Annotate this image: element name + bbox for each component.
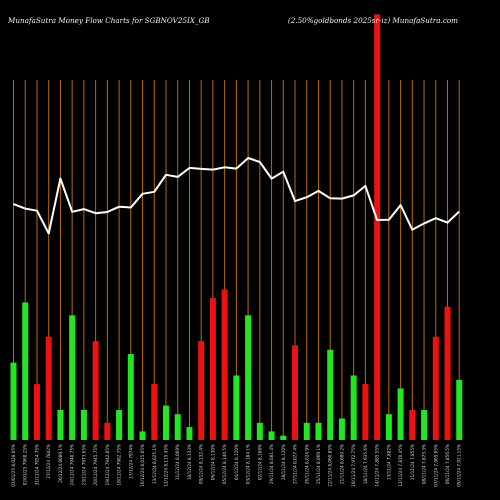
x-tick-label: 27/11/24 8,027.4% — [293, 444, 298, 484]
x-tick-label: 14/11/24 7,885.55% — [375, 444, 380, 487]
bar — [397, 388, 404, 440]
bar — [10, 362, 17, 440]
x-tick-label: 22/11/24 8,060.85% — [328, 444, 333, 487]
x-tick-label: 04/12/24 8,120% — [234, 444, 239, 480]
bar — [162, 405, 169, 440]
x-tick-label: 28/11/24 8,120% — [281, 444, 286, 480]
bar — [350, 375, 357, 440]
bar — [327, 349, 334, 440]
bar — [198, 341, 205, 440]
x-tick-label: 26/12/24 8089.1% — [58, 444, 63, 483]
x-tick-label: 21/11/24 8,009.2% — [339, 444, 344, 484]
x-tick-label: 06/11/24 7,856.5% — [445, 444, 450, 484]
x-tick-label: 03/01/25 8,028.05% — [11, 444, 16, 487]
x-tick-label: 27/12/24 7842% — [46, 444, 51, 479]
money-flow-bars — [10, 14, 463, 441]
x-tick-label: 19/12/24 7942.05% — [105, 444, 110, 485]
bar — [256, 422, 263, 440]
chart-subtitle: (2.50%goldbonds 2025sr-iz) MunafaSutra.c… — [288, 16, 458, 25]
bar — [385, 414, 392, 440]
x-tick-label: 05/11/24 7,921.15% — [457, 444, 462, 487]
bar — [209, 298, 216, 440]
x-tick-label: 24/12/24 7940.75% — [70, 444, 75, 485]
bar — [362, 384, 369, 440]
chart-title: MunafaSutra Money Flow Charts for SGBNOV… — [7, 16, 210, 25]
x-tick-label: 16/12/24 8,015.05% — [140, 444, 145, 487]
x-tick-label: 25/11/24 8,069.1% — [316, 444, 321, 484]
x-tick-label: 18/12/24 7982.75% — [117, 444, 122, 485]
bar — [315, 422, 322, 440]
x-tick-label: 09/12/24 8,132.4% — [199, 444, 204, 484]
x-tick-label: 31/12/24 7954.75% — [34, 444, 39, 485]
x-tick-label: 23/12/24 7973.65% — [81, 444, 86, 485]
bar — [268, 431, 275, 440]
bar — [233, 375, 240, 440]
x-tick-label: 12/11/24 7,870.45% — [398, 444, 403, 487]
price-line — [13, 157, 460, 235]
bar — [338, 418, 345, 440]
bar — [139, 431, 146, 440]
x-tick-labels: 03/01/25 8,028.05% 02/01/25 7960.25% 31/12… — [11, 444, 462, 487]
bar — [221, 289, 228, 440]
x-tick-label: 03/12/24 8,184.1% — [246, 444, 251, 484]
bar — [280, 435, 287, 440]
x-tick-label: 11/12/24 8,069% — [175, 444, 180, 480]
x-tick-label: 26/11/24 8,024.9% — [304, 444, 309, 484]
bar — [303, 422, 310, 440]
bar — [444, 306, 451, 440]
bar — [292, 345, 299, 440]
x-tick-label: 10/12/24 8,133% — [187, 444, 192, 480]
bar — [33, 384, 40, 440]
bar — [57, 409, 64, 440]
bar — [104, 422, 111, 440]
bar — [116, 409, 123, 440]
x-tick-label: 17/12/24 7974% — [128, 444, 133, 479]
bar — [45, 336, 52, 440]
x-tick-label: 20/12/24 7945.75% — [93, 444, 98, 485]
x-tick-label: 29/11/24 8,081.4% — [269, 444, 274, 484]
bar — [127, 354, 134, 440]
x-tick-label: 11/11/24 7,855% — [410, 444, 415, 480]
x-tick-label: 19/11/24 7,972.75% — [351, 444, 356, 487]
x-tick-label: 13/11/24 7,882% — [386, 444, 391, 480]
bar — [69, 315, 76, 440]
bar — [432, 336, 439, 440]
x-tick-label: 18/11/24 7,935.6% — [363, 444, 368, 484]
bar — [456, 379, 463, 440]
bar — [245, 315, 252, 440]
x-tick-label: 02/01/25 7960.25% — [23, 444, 28, 485]
bar — [174, 414, 181, 440]
bar — [409, 409, 416, 440]
x-tick-label: 02/12/24 8,168% — [257, 444, 262, 480]
bar — [92, 341, 99, 440]
x-tick-label: 12/12/24 8,115.45% — [163, 444, 168, 487]
x-tick-label: 05/12/24 8,140.5% — [222, 444, 227, 484]
bar — [186, 427, 193, 440]
x-tick-label: 06/12/24 8,130% — [210, 444, 215, 480]
x-tick-label: 07/11/24 7,905.95% — [433, 444, 438, 487]
bar — [374, 14, 381, 441]
bar — [151, 384, 158, 440]
x-tick-label: 08/11/24 7,875.3% — [422, 444, 427, 484]
bar — [80, 409, 87, 440]
bar — [421, 409, 428, 440]
bar — [22, 302, 29, 440]
x-tick-label: 13/12/24 8,025.1% — [152, 444, 157, 484]
